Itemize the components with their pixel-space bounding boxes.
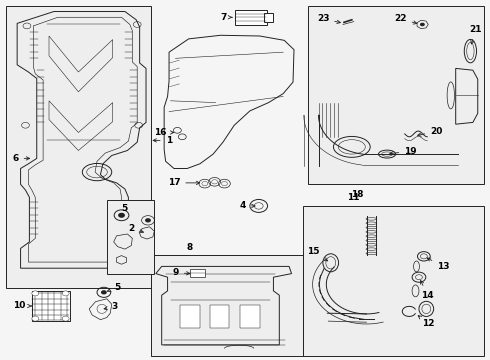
Text: 4: 4	[240, 201, 255, 210]
Text: 10: 10	[13, 302, 31, 310]
Text: 8: 8	[187, 243, 193, 252]
Text: 19: 19	[390, 147, 417, 156]
Text: 1: 1	[153, 136, 172, 145]
Text: 21: 21	[469, 25, 482, 44]
Circle shape	[62, 291, 69, 296]
Text: 14: 14	[420, 280, 434, 300]
Circle shape	[62, 316, 69, 321]
Bar	[235, 10, 267, 25]
Bar	[32, 291, 70, 321]
Circle shape	[101, 290, 107, 294]
Bar	[240, 305, 260, 328]
Text: 15: 15	[307, 247, 328, 261]
Text: 12: 12	[418, 316, 435, 328]
Text: 5: 5	[107, 284, 120, 292]
Circle shape	[32, 291, 39, 296]
Circle shape	[32, 316, 39, 321]
Text: 2: 2	[128, 224, 144, 233]
Text: 18: 18	[351, 190, 364, 199]
Circle shape	[118, 213, 125, 218]
Bar	[264, 13, 273, 22]
Text: 6: 6	[12, 154, 29, 163]
Bar	[151, 255, 303, 356]
Text: 20: 20	[417, 127, 442, 136]
Text: 17: 17	[168, 178, 199, 187]
Bar	[303, 206, 484, 356]
Text: 11: 11	[346, 193, 359, 202]
Text: 3: 3	[104, 302, 118, 311]
Bar	[210, 305, 229, 328]
Circle shape	[420, 23, 425, 26]
Text: 23: 23	[317, 14, 341, 23]
Circle shape	[145, 218, 151, 222]
Bar	[6, 6, 151, 288]
Text: 16: 16	[154, 128, 173, 137]
Text: 22: 22	[394, 14, 417, 24]
Bar	[190, 269, 205, 277]
Text: 13: 13	[427, 258, 450, 271]
Bar	[308, 6, 484, 184]
Bar	[107, 200, 154, 274]
Bar	[180, 305, 200, 328]
Text: 5: 5	[122, 203, 128, 212]
Text: 7: 7	[220, 13, 232, 22]
Text: 9: 9	[172, 269, 190, 277]
